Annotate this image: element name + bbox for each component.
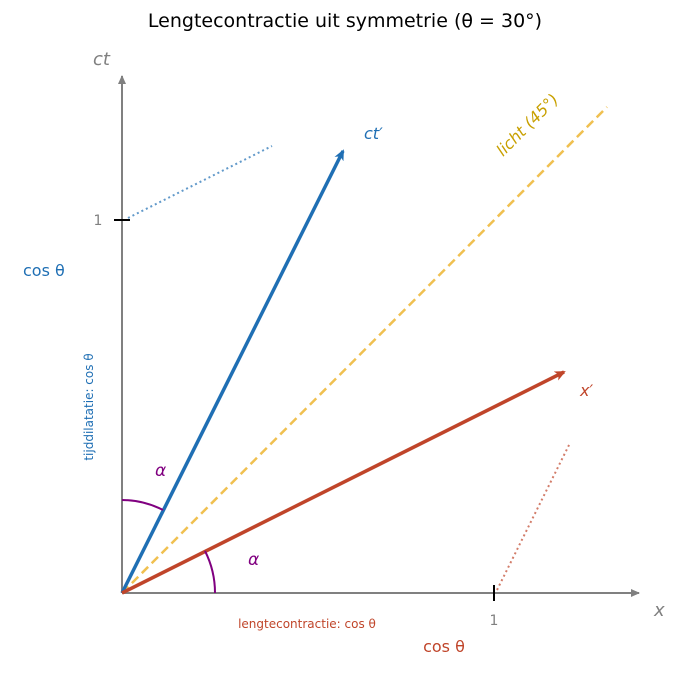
alpha-label-lower: α [248,550,259,570]
light-line [121,106,608,594]
ct-prime-label: ct′ [364,124,383,143]
x-prime-label: x′ [579,381,593,400]
cos-theta-left: cos θ [23,261,65,280]
chart-title: Lengtecontractie uit symmetrie (θ = 30°) [148,10,542,32]
time-dilation-label: tijddilatatie: cos θ [82,353,96,460]
x-tick-label: 1 [490,613,499,629]
alpha-arc-lower [204,550,217,594]
ct-projection-line [127,145,273,219]
alpha-arc-upper [121,499,164,511]
ct-axis-label: ct [93,49,111,70]
x-prime-vector [121,370,566,595]
x-axis-label: x [653,600,665,621]
length-contraction-label: lengtecontractie: cos θ [238,617,376,631]
light-label: licht (45°) [492,90,562,160]
ct-prime-vector [120,149,345,594]
cos-theta-bottom: cos θ [423,637,465,656]
x-projection-line [496,442,571,591]
ct-tick-label: 1 [94,213,103,229]
alpha-label-upper: α [155,461,166,481]
